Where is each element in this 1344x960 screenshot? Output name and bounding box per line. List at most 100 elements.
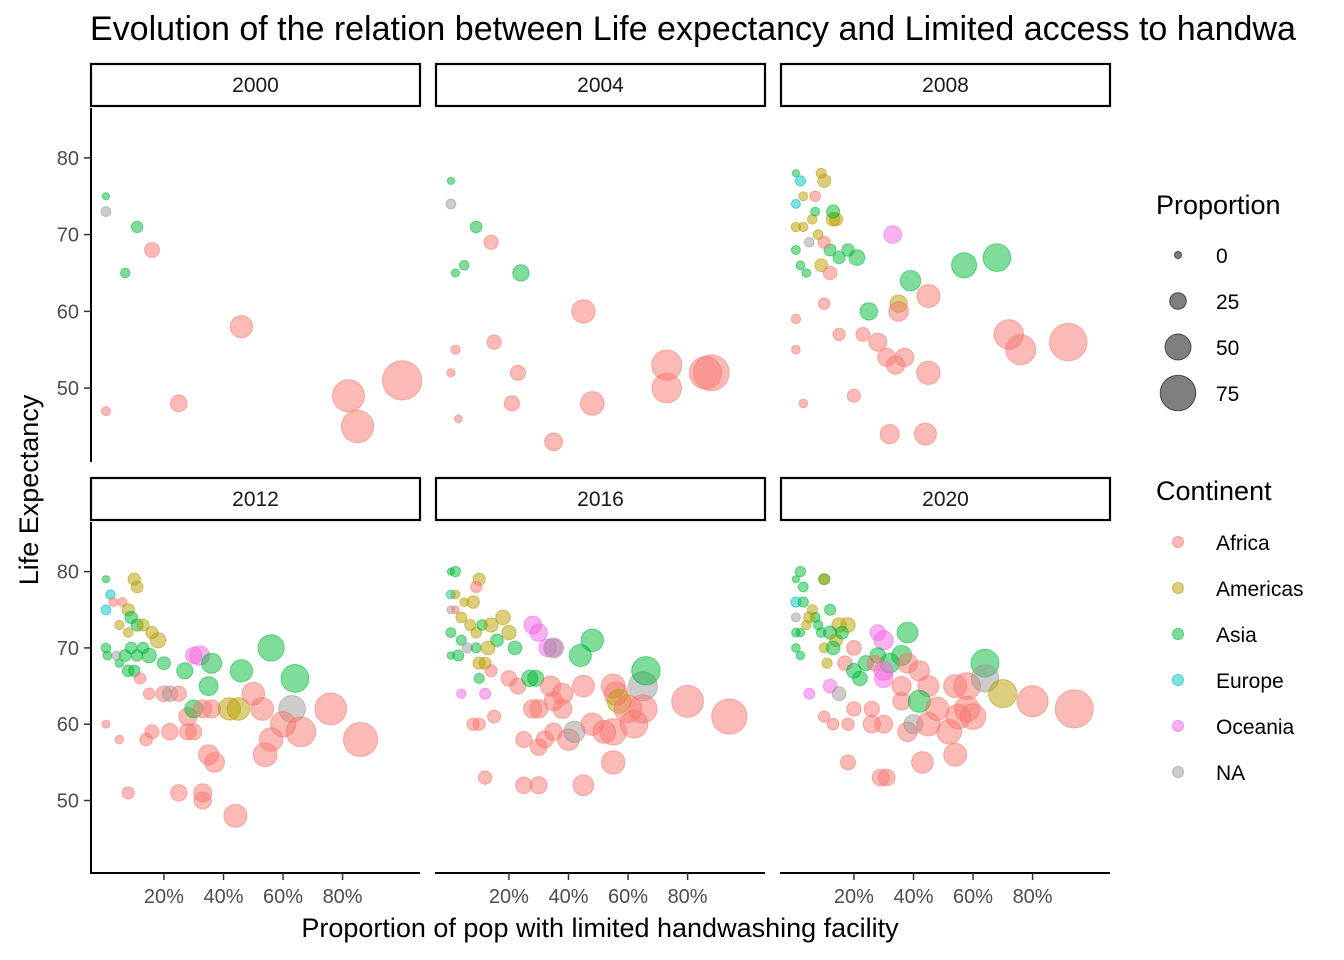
data-point [959, 703, 987, 730]
data-point [332, 379, 365, 413]
data-point [452, 649, 465, 662]
facet-panel-2008: 2008 [779, 62, 1112, 446]
data-point [343, 722, 378, 757]
data-point [711, 698, 748, 735]
data-point [1049, 322, 1088, 362]
x-tick-label: 20% [489, 886, 529, 908]
data-point [455, 611, 468, 624]
data-point [916, 284, 941, 308]
facet-strip-label: 2004 [577, 74, 624, 97]
y-tick-label: 50 [57, 378, 79, 400]
facet-strip-label: 2012 [232, 488, 279, 511]
data-point [846, 640, 862, 656]
data-point [193, 791, 212, 810]
data-point [101, 575, 111, 584]
size-legend-key [1174, 251, 1182, 259]
facet-panels: 2000 2004 2008 2012 2016 2020 [89, 62, 1112, 828]
data-point [797, 581, 809, 593]
data-point [529, 776, 548, 795]
data-point [120, 267, 131, 279]
data-point [529, 738, 548, 756]
data-point [899, 270, 922, 292]
x-tick-label: 60% [608, 886, 648, 908]
size-legend-key [1164, 333, 1192, 361]
facet-panel-2016: 2016 [434, 476, 767, 797]
color-legend-key [1172, 766, 1184, 778]
data-point [136, 618, 150, 632]
data-point [552, 698, 573, 719]
data-point [916, 360, 941, 385]
x-tick-label: 60% [953, 886, 993, 908]
data-point [671, 684, 704, 718]
data-point [507, 640, 523, 656]
data-point [141, 647, 157, 664]
data-point [456, 688, 467, 699]
data-point [229, 659, 253, 683]
x-tick-label: 20% [834, 886, 874, 908]
data-point [478, 770, 493, 785]
data-point [130, 220, 144, 234]
facet-strip [434, 476, 767, 522]
data-point [791, 643, 801, 653]
data-point [817, 235, 831, 249]
data-point [1005, 334, 1037, 366]
data-point [818, 297, 831, 310]
data-point [479, 687, 492, 700]
data-point [580, 628, 604, 652]
data-point [446, 368, 456, 378]
data-point [943, 742, 968, 767]
data-point [543, 637, 565, 659]
color-legend-label: Oceania [1216, 716, 1295, 739]
data-point [791, 344, 801, 355]
data-point [863, 700, 880, 718]
data-point [798, 221, 809, 233]
data-point [795, 260, 806, 271]
data-point [791, 575, 801, 584]
data-point [156, 656, 171, 671]
data-point [170, 784, 188, 802]
facet-strip [89, 62, 422, 108]
data-point [257, 634, 285, 662]
data-point [544, 432, 563, 452]
data-point [101, 719, 111, 729]
data-point [790, 612, 801, 623]
data-point [142, 687, 156, 700]
data-point [818, 710, 831, 723]
data-point [619, 709, 649, 739]
facet-points [445, 566, 748, 797]
data-point [449, 566, 461, 578]
x-tick-label: 60% [263, 886, 303, 908]
color-legend-label: Asia [1216, 624, 1257, 647]
data-point [795, 650, 806, 661]
data-point [487, 709, 502, 724]
data-point [161, 723, 179, 741]
data-point [892, 692, 911, 711]
size-legend-key [1169, 292, 1187, 310]
data-point [102, 650, 113, 661]
facet-strip-label: 2000 [232, 74, 279, 97]
data-point [226, 697, 251, 721]
color-legend-key [1172, 628, 1184, 640]
data-point [855, 327, 871, 342]
data-point [455, 634, 467, 646]
data-point [101, 192, 111, 201]
data-point [100, 406, 111, 417]
data-point [601, 750, 626, 775]
data-point [450, 589, 461, 600]
data-point [486, 334, 502, 350]
color-legend-key [1172, 582, 1184, 594]
color-legend-key [1172, 720, 1184, 732]
data-point [459, 260, 470, 271]
data-point [285, 716, 317, 748]
data-point [1054, 689, 1094, 729]
size-legend-label: 50 [1216, 337, 1239, 360]
size-legend-label: 75 [1216, 383, 1239, 406]
facet-points [100, 192, 423, 444]
size-legend-label: 0 [1216, 245, 1228, 268]
data-point [470, 642, 482, 654]
data-point [911, 751, 934, 774]
data-point [803, 687, 816, 700]
data-point [470, 626, 483, 639]
x-tick-label: 40% [548, 886, 588, 908]
